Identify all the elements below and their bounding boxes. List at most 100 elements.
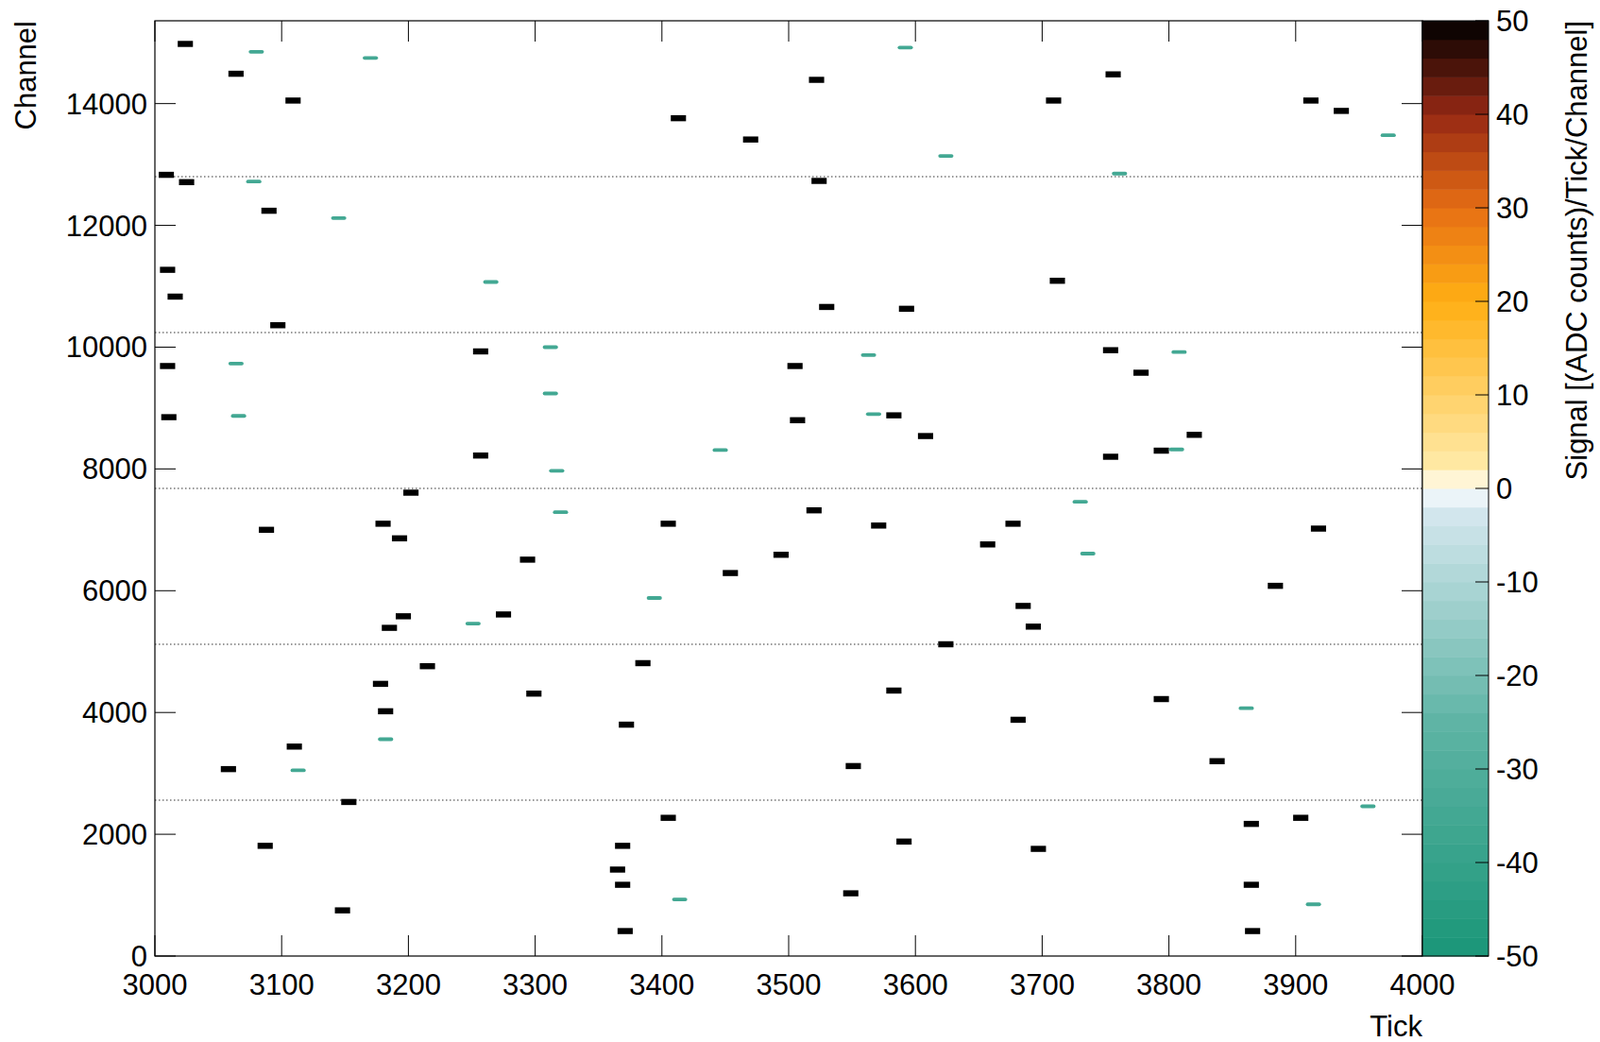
colorbar-band [1422, 76, 1489, 96]
signal-cell [885, 411, 902, 418]
y-tick [1401, 834, 1423, 835]
colorbar-band [1422, 526, 1489, 545]
signal-cell [1004, 520, 1021, 527]
colorbar-band [1422, 619, 1489, 639]
colorbar-tick [1475, 114, 1489, 116]
signal-cell [1293, 814, 1309, 820]
x-tick-label: 3700 [1009, 968, 1075, 1002]
signal-cell [221, 765, 237, 772]
x-tick-label: 3600 [883, 968, 949, 1002]
plot-area [154, 40, 1423, 935]
colorbar-band [1422, 357, 1489, 376]
signal-cell [1015, 602, 1031, 609]
signal-cell [1010, 716, 1026, 723]
signal-cell [899, 306, 915, 312]
colorbar-band [1422, 881, 1489, 901]
signal-cell [773, 551, 789, 558]
colorbar-band [1422, 301, 1489, 321]
colorbar-band [1422, 544, 1489, 563]
signal-cell [896, 838, 912, 845]
signal-cell [258, 527, 274, 533]
signal-cell [362, 55, 378, 60]
signal-cell [1333, 107, 1349, 114]
colorbar-band [1422, 320, 1489, 340]
colorbar-tick-label: 30 [1496, 191, 1529, 225]
signal-cell [287, 743, 303, 749]
boundary-line [154, 487, 1423, 489]
signal-cell [660, 814, 676, 820]
colorbar-tick-label: -50 [1496, 939, 1539, 973]
colorbar-band [1422, 900, 1489, 920]
signal-cell [843, 889, 859, 896]
signal-cell [937, 153, 954, 158]
colorbar-band [1422, 263, 1489, 283]
colorbar-band [1422, 339, 1489, 358]
signal-cell [261, 207, 277, 214]
x-tick-label: 3500 [756, 968, 822, 1002]
colorbar-band [1422, 768, 1489, 788]
signal-cell [1186, 431, 1202, 438]
colorbar-tick [1475, 394, 1489, 396]
colorbar-tick [1475, 768, 1489, 770]
signal-cell [614, 881, 630, 887]
signal-cell [1267, 582, 1283, 589]
y-axis-title: Channel [9, 20, 43, 130]
y-tick [1401, 346, 1423, 348]
x-tick [788, 20, 790, 42]
y-tick [154, 224, 176, 226]
signal-cell [712, 447, 728, 452]
signal-cell [1380, 133, 1396, 137]
signal-cell [897, 45, 913, 50]
signal-cell [789, 417, 805, 424]
signal-cell [1310, 525, 1327, 531]
signal-cell [257, 842, 273, 849]
colorbar-tick [1475, 301, 1489, 303]
signal-cell [885, 687, 902, 694]
colorbar-band [1422, 918, 1489, 937]
signal-cell [159, 266, 175, 273]
signal-cell [1306, 902, 1322, 906]
signal-cell [285, 97, 301, 103]
y-tick [1401, 468, 1423, 470]
signal-cell [1169, 447, 1185, 452]
signal-cell [377, 708, 393, 715]
signal-cell [495, 611, 511, 617]
colorbar-band [1422, 95, 1489, 115]
signal-cell [526, 690, 542, 697]
colorbar-band [1422, 245, 1489, 265]
colorbar-band [1422, 375, 1489, 395]
signal-cell [646, 595, 663, 600]
colorbar-band [1422, 713, 1489, 732]
signal-cell [635, 660, 651, 666]
x-tick-label: 3300 [502, 968, 568, 1002]
x-tick-label: 4000 [1390, 968, 1456, 1002]
y-tick [154, 712, 176, 714]
signal-cell [787, 362, 803, 369]
x-tick [154, 20, 156, 42]
colorbar-tick-label: -20 [1496, 659, 1539, 693]
colorbar-tick-label: -30 [1496, 752, 1539, 786]
y-tick [154, 346, 176, 348]
y-tick-label: 2000 [82, 817, 148, 852]
x-tick [661, 935, 663, 956]
signal-cell [1030, 845, 1046, 852]
colorbar-band [1422, 824, 1489, 844]
y-tick [154, 590, 176, 592]
x-tick [1294, 20, 1296, 42]
signal-cell [548, 468, 564, 473]
x-tick [281, 935, 283, 956]
colorbar-band [1422, 432, 1489, 452]
signal-cell [1243, 820, 1260, 827]
signal-cell [1106, 70, 1122, 77]
signal-cell [395, 612, 411, 619]
boundary-line [154, 331, 1423, 333]
y-tick-label: 12000 [66, 209, 148, 243]
signal-cell [866, 411, 882, 416]
colorbar-tick-label: 10 [1496, 378, 1529, 412]
colorbar-band [1422, 152, 1489, 171]
colorbar-band [1422, 394, 1489, 414]
colorbar-tick [1475, 675, 1489, 677]
signal-cell [672, 897, 688, 902]
x-tick-label: 3100 [249, 968, 315, 1002]
signal-cell [1238, 706, 1254, 711]
